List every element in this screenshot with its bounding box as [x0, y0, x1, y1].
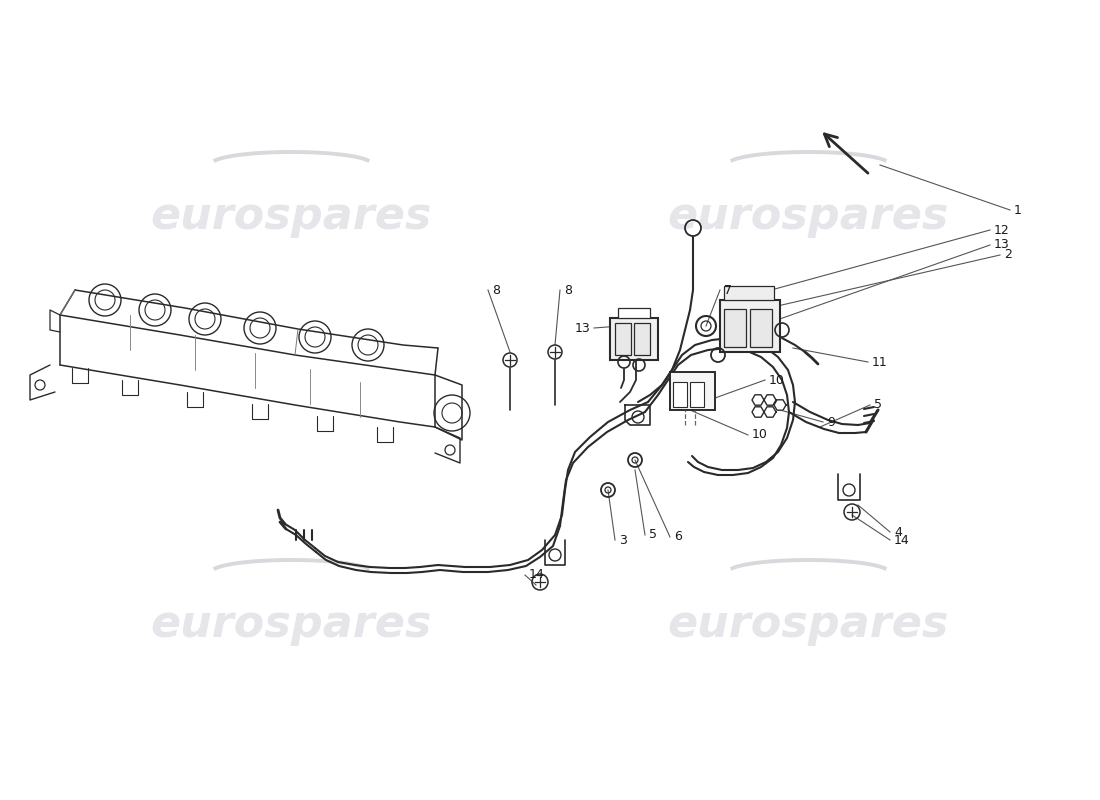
- Text: 5: 5: [649, 529, 657, 542]
- Text: 3: 3: [619, 534, 627, 546]
- Bar: [670, 372, 715, 410]
- Polygon shape: [752, 407, 764, 417]
- Bar: [750, 309, 772, 347]
- Text: eurospares: eurospares: [668, 194, 949, 238]
- Text: 8: 8: [564, 283, 572, 297]
- Text: 14: 14: [529, 569, 544, 582]
- Text: 13: 13: [574, 322, 590, 334]
- Bar: [724, 309, 746, 347]
- Polygon shape: [774, 400, 786, 410]
- Text: eurospares: eurospares: [668, 602, 949, 646]
- Text: 9: 9: [827, 415, 835, 429]
- Text: 6: 6: [674, 530, 682, 543]
- Text: 8: 8: [492, 283, 500, 297]
- Text: 11: 11: [872, 355, 888, 369]
- Text: 1: 1: [1014, 203, 1022, 217]
- Text: 10: 10: [752, 429, 768, 442]
- Text: 2: 2: [1004, 249, 1012, 262]
- Bar: [724, 286, 774, 300]
- Bar: [673, 382, 688, 407]
- Bar: [634, 323, 650, 355]
- Text: 4: 4: [894, 526, 902, 538]
- Text: 12: 12: [994, 223, 1010, 237]
- Text: 13: 13: [994, 238, 1010, 251]
- Text: eurospares: eurospares: [151, 194, 432, 238]
- Text: 5: 5: [874, 398, 882, 411]
- Bar: [690, 382, 704, 407]
- Text: 7: 7: [724, 283, 732, 297]
- Polygon shape: [752, 395, 764, 405]
- Bar: [720, 300, 780, 352]
- Bar: [615, 323, 631, 355]
- Text: 14: 14: [894, 534, 910, 546]
- Bar: [618, 308, 650, 318]
- Polygon shape: [764, 407, 776, 417]
- Bar: [610, 318, 658, 360]
- Text: 10: 10: [769, 374, 785, 386]
- Text: eurospares: eurospares: [151, 602, 432, 646]
- Polygon shape: [764, 395, 776, 405]
